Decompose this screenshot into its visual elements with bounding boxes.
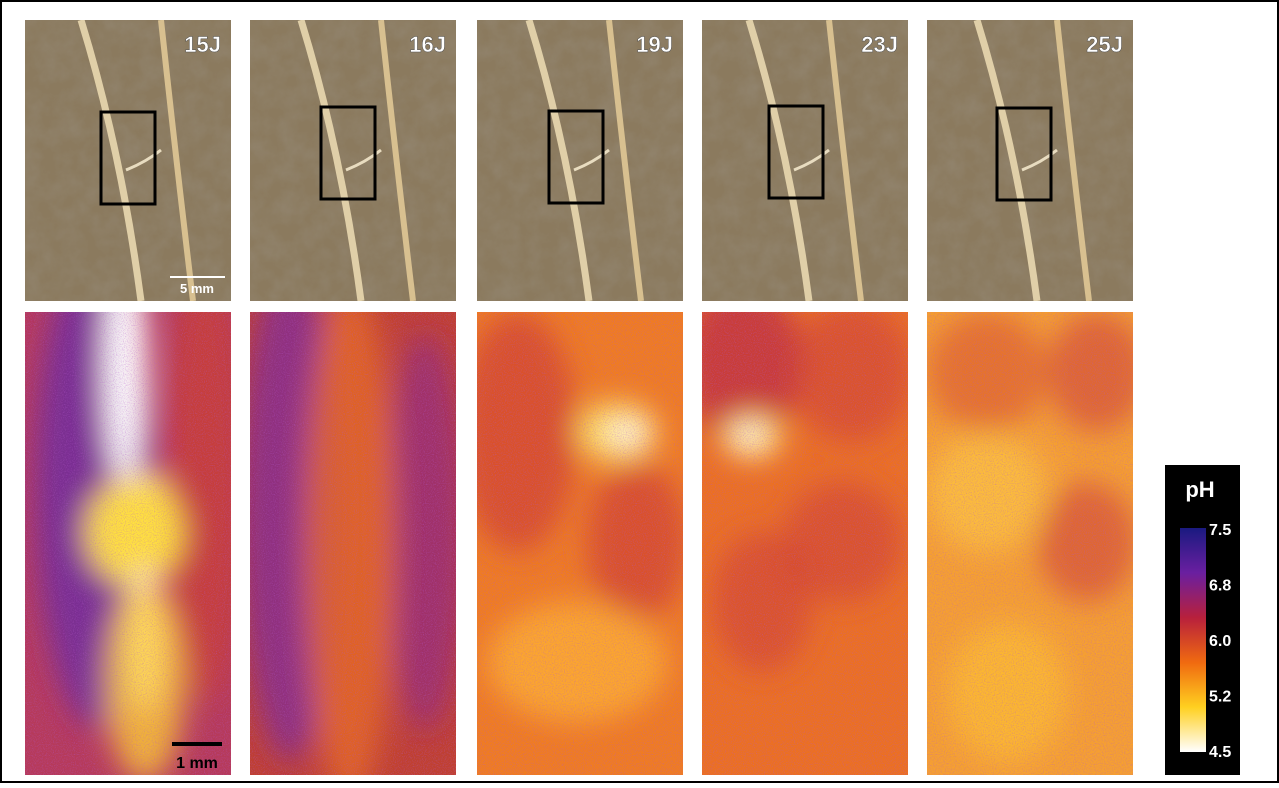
colorbar-tick-label: 6.8 (1209, 578, 1231, 595)
colorbar-tick-label: 6.0 (1209, 633, 1231, 650)
colorbar-tick-label: 5.2 (1209, 689, 1231, 706)
photo-panel (250, 20, 456, 301)
ph-noise (927, 312, 1133, 775)
scale-bar-label: 1 mm (176, 755, 218, 772)
ph-noise (250, 312, 456, 775)
panel-label: 19J (636, 32, 673, 57)
ph-map (682, 282, 912, 775)
panel-label: 23J (861, 32, 898, 57)
photo-panel (702, 20, 908, 301)
ph-map (927, 312, 1147, 775)
ph-map (240, 262, 465, 783)
colorbar-tick-label: 4.5 (1209, 744, 1231, 761)
panel-label: 16J (409, 32, 446, 57)
colorbar-gradient (1180, 528, 1206, 752)
ph-map (457, 312, 687, 775)
panel-label: 15J (184, 32, 221, 57)
figure: 15J 16J 19J 23J 25J 5 mm 1 mm pH 7.5 6.8 6.0 5.2 4… (0, 0, 1279, 783)
colorbar: pH 7.5 6.8 6.0 5.2 4.5 (1165, 465, 1240, 775)
ph-noise (477, 312, 683, 775)
colorbar-tick-label: 7.5 (1209, 522, 1231, 539)
scale-bar-label: 5 mm (180, 281, 214, 296)
soil-texture (25, 20, 231, 301)
ph-map (25, 247, 245, 782)
colorbar-title: pH (1185, 477, 1214, 502)
photo-panel (927, 20, 1133, 301)
photo-panel (25, 20, 231, 301)
photo-panel (477, 20, 683, 301)
panel-label: 25J (1086, 32, 1123, 57)
ph-noise (702, 312, 908, 775)
ph-noise (25, 312, 231, 775)
